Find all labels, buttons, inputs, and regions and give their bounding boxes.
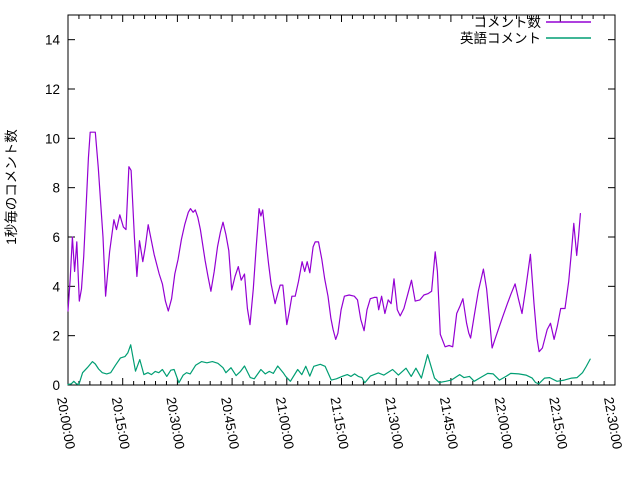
x-tick-label: 20:30:00	[163, 396, 187, 450]
y-tick-label: 12	[45, 82, 60, 97]
series-lines	[67, 131, 591, 386]
y-tick-label: 4	[52, 279, 60, 294]
x-tick-label: 20:15:00	[109, 396, 133, 450]
x-tick-label: 21:30:00	[382, 396, 406, 450]
x-tick-label: 21:15:00	[328, 396, 352, 450]
y-tick-label: 10	[45, 131, 60, 146]
y-tick-label: 6	[52, 230, 60, 245]
legend-label-comments: コメント数	[474, 15, 542, 30]
legend-label-english-comments: 英語コメント	[460, 30, 541, 46]
x-tick-label: 22:15:00	[546, 396, 570, 450]
y-tick-label: 2	[52, 329, 60, 344]
plot-border	[67, 14, 616, 386]
y-tick-label: 0	[52, 378, 60, 393]
series-line-english-comments	[67, 344, 591, 386]
x-tick-label: 21:00:00	[273, 396, 297, 450]
x-tick-label: 22:00:00	[492, 396, 516, 450]
y-tick-label: 14	[45, 33, 61, 48]
x-tick-label: 20:00:00	[54, 396, 78, 450]
legend: コメント数 英語コメント	[460, 15, 591, 46]
x-tick-label: 20:45:00	[218, 396, 242, 450]
y-tick-label: 8	[52, 181, 60, 196]
y-axis-title: 1秒毎のコメント数	[4, 129, 19, 245]
y-tick-labels: 0 2 4 6 8 10 12 14	[45, 33, 61, 393]
x-tick-label: 22:30:00	[601, 396, 625, 450]
series-line-comments	[67, 131, 582, 353]
x-tick-labels: 20:00:00 20:15:00 20:30:00 20:45:00 21:00:00…	[54, 396, 625, 450]
axis-ticks	[67, 15, 616, 386]
x-tick-label: 21:45:00	[437, 396, 461, 450]
